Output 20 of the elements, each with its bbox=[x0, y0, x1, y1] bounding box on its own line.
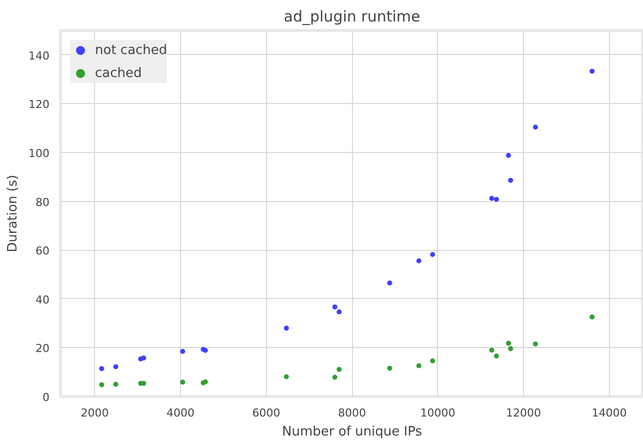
legend-label: cached bbox=[95, 66, 142, 80]
x-axis-title: Number of unique IPs bbox=[282, 424, 422, 440]
x-tick-label: 6000 bbox=[252, 406, 280, 420]
y-tick-label: 0 bbox=[42, 391, 50, 404]
y-tick-label: 120 bbox=[28, 98, 50, 112]
x-tick-label: 14000 bbox=[592, 406, 627, 420]
y-tick-label: 40 bbox=[36, 293, 50, 306]
y-tick-label: 100 bbox=[28, 147, 50, 160]
chart-title: ad_plugin runtime bbox=[284, 8, 420, 26]
x-tick-label: 10000 bbox=[420, 406, 456, 420]
legend-label: not cached bbox=[95, 42, 168, 58]
y-tick-label: 80 bbox=[36, 196, 50, 209]
y-axis-title: Duration (s) bbox=[6, 174, 21, 252]
x-tick-label: 8000 bbox=[338, 406, 366, 420]
x-tick-label: 12000 bbox=[506, 406, 541, 420]
x-tick-label: 2000 bbox=[80, 406, 109, 420]
y-tick-label: 140 bbox=[28, 49, 50, 62]
x-tick-label: 4000 bbox=[166, 406, 195, 420]
y-tick-label: 60 bbox=[36, 244, 50, 258]
y-tick-label: 20 bbox=[36, 342, 50, 356]
